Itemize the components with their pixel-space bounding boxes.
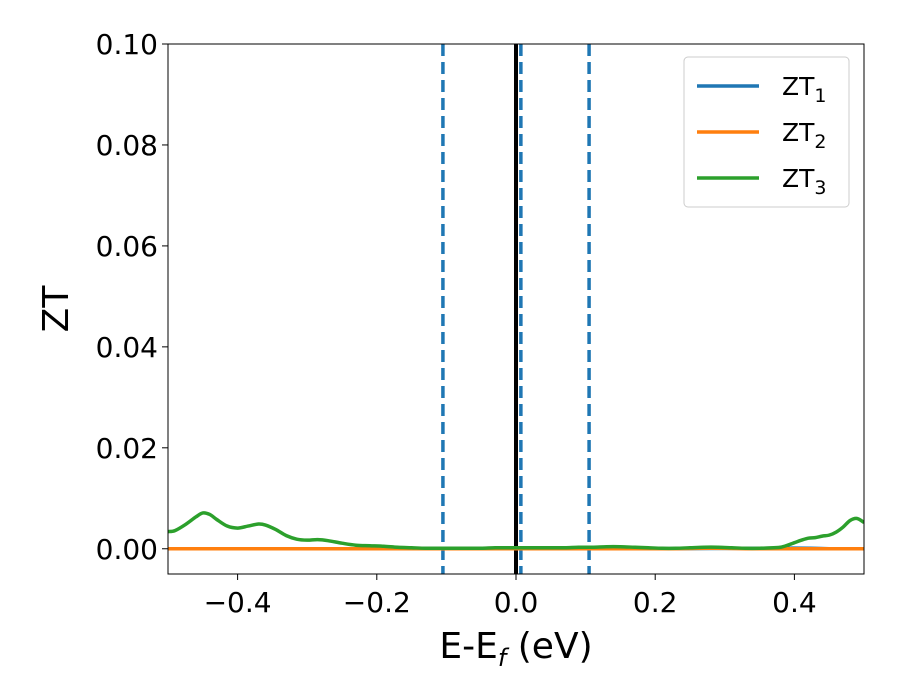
y-tick-label: 0.00: [96, 533, 158, 566]
x-tick-label: 0.4: [772, 586, 817, 619]
x-tick-label: −0.2: [343, 586, 411, 619]
x-tick-label: 0.0: [494, 586, 539, 619]
series-lines: [168, 511, 864, 551]
x-tick-label: −0.4: [204, 586, 272, 619]
legend: ZT1 ZT2 ZT3: [683, 56, 850, 208]
y-tick-label: 0.02: [96, 432, 158, 465]
series-line-zt3: [168, 511, 864, 551]
x-tick-label: 0.2: [633, 586, 678, 619]
y-tick-label: 0.04: [96, 331, 158, 364]
x-axis-label: E-Ef (eV): [439, 626, 592, 672]
x-axis-label-unit: (eV): [506, 626, 592, 667]
vertical-reference-lines: [441, 44, 591, 574]
y-axis-label: ZT: [36, 285, 77, 333]
x-axis-ticks: −0.4 −0.2 0.0 0.2 0.4: [204, 574, 817, 619]
legend-label-zt3: ZT3: [782, 164, 827, 199]
legend-label-zt1: ZT1: [782, 72, 827, 107]
x-axis-label-main: E-E: [439, 626, 497, 667]
y-axis-ticks: 0.00 0.02 0.04 0.06 0.08 0.10: [96, 28, 168, 566]
y-tick-label: 0.08: [96, 129, 158, 162]
y-tick-label: 0.06: [96, 230, 158, 263]
legend-label-zt2: ZT2: [782, 118, 827, 153]
y-tick-label: 0.10: [96, 28, 158, 61]
legend-box: [683, 56, 850, 208]
